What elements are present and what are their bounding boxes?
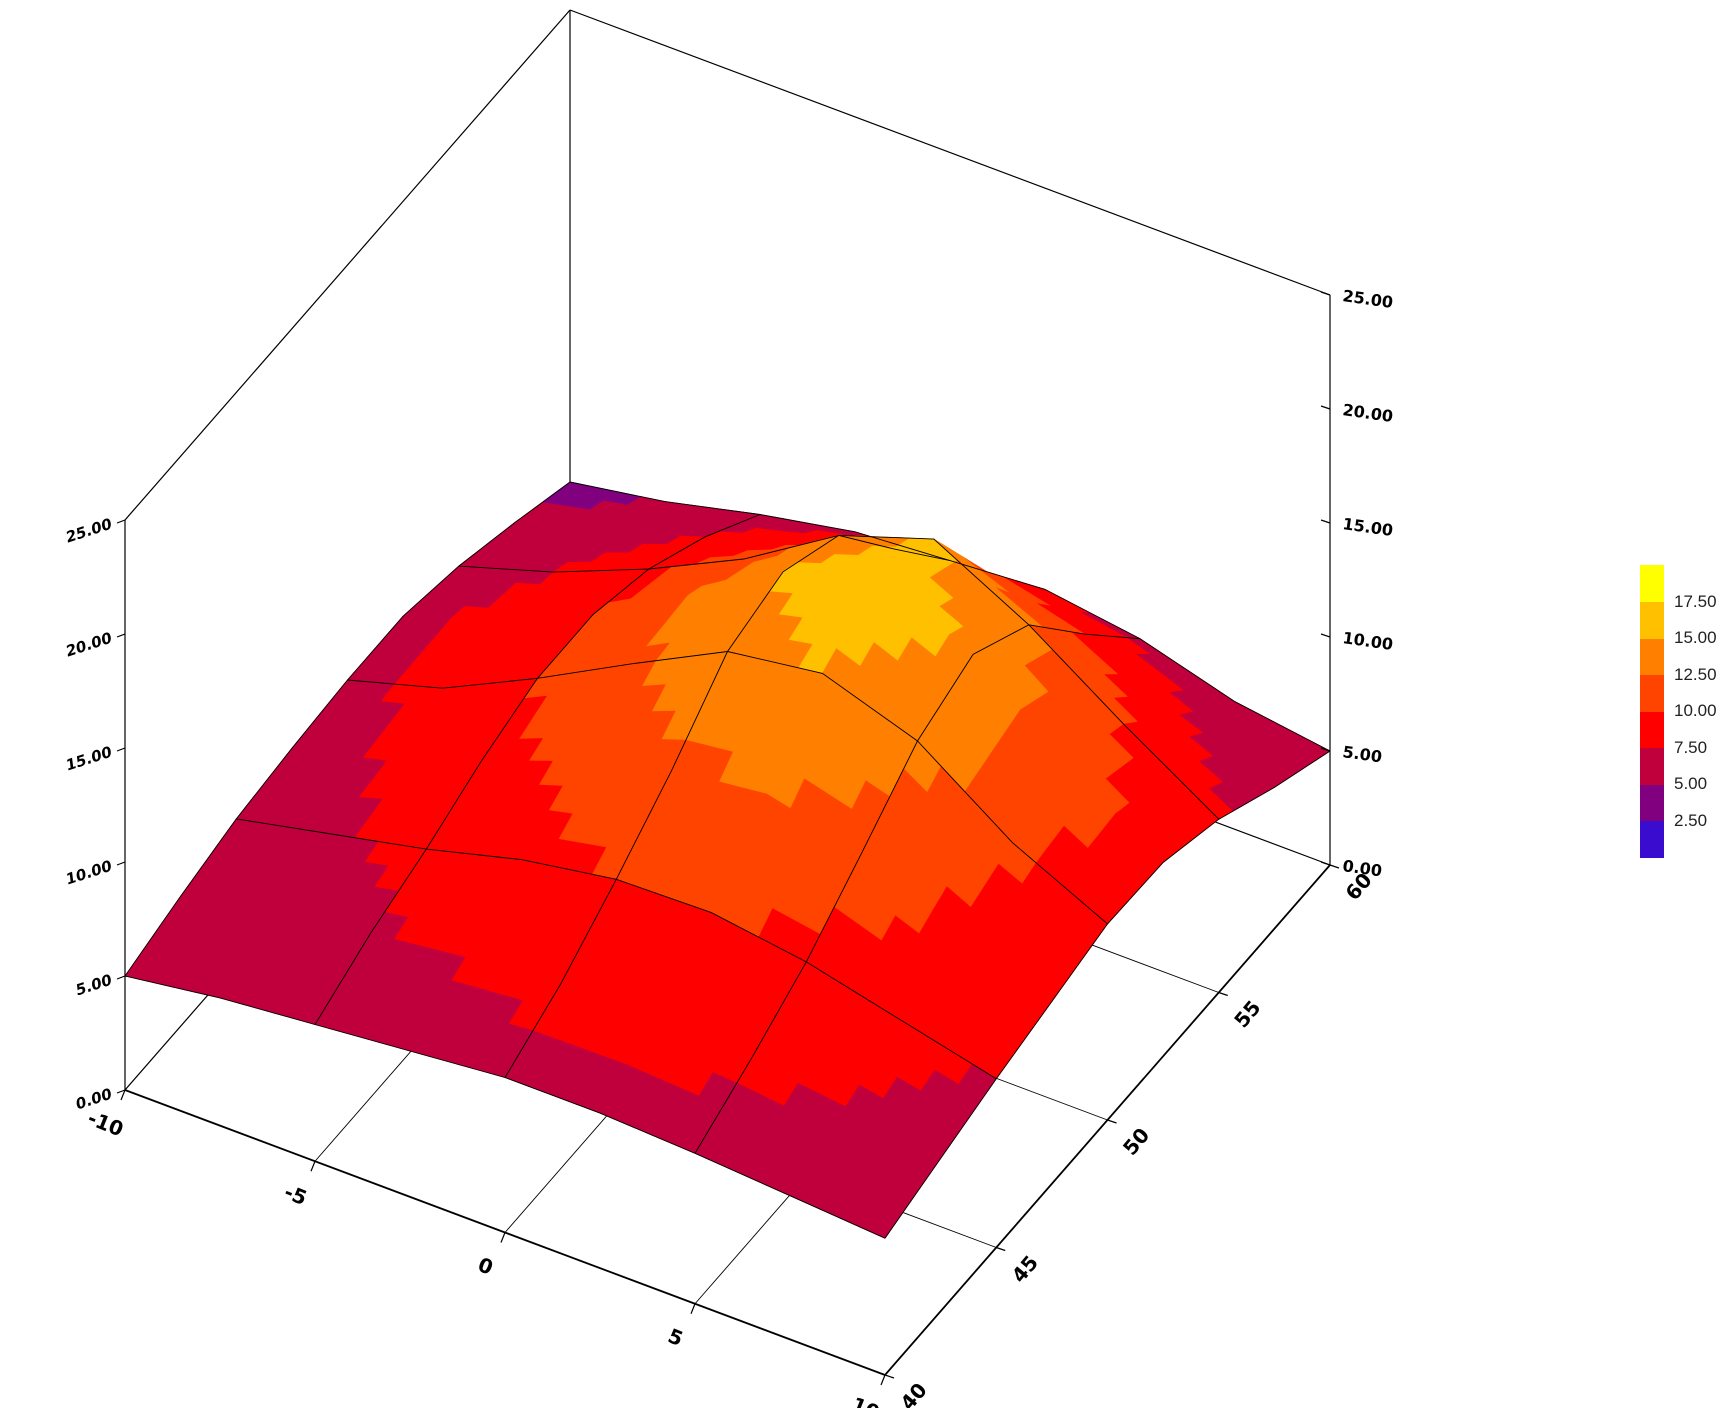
mesh-line-x (884, 750, 1331, 1239)
z-tick-mark-right (1320, 861, 1331, 866)
x-tick-label: 5 (665, 1324, 687, 1351)
z-tick-mark-left (116, 861, 126, 866)
colorbar-swatch (1640, 711, 1664, 748)
x-tick-mark (500, 1232, 506, 1243)
y-tick-mark (1329, 864, 1340, 869)
box-edge-top-back (569, 9, 1331, 296)
z-tick-label-right: 20.00 (1341, 400, 1394, 426)
colorbar-swatch (1640, 601, 1664, 639)
x-tick-label: 0 (475, 1252, 497, 1279)
z-tick-label-right: 15.00 (1341, 514, 1394, 540)
colorbar-swatch (1640, 674, 1664, 712)
x-tick-label: 10 (848, 1392, 883, 1408)
z-tick-mark-right (1320, 747, 1331, 752)
z-tick-mark-left (116, 747, 126, 752)
z-tick-mark-left (116, 633, 126, 638)
colorbar-label: 5.00 (1674, 774, 1708, 793)
colorbar-swatch (1640, 820, 1664, 858)
z-tick-mark-right (1320, 405, 1331, 410)
colorbar-label: 12.50 (1674, 664, 1717, 684)
surface-mesh (124, 481, 1331, 1239)
mesh-line-x (124, 481, 571, 977)
colorbar-label: 10.00 (1674, 701, 1717, 720)
colorbar-legend: 2.50 5.00 7.50 10.00 12.50 15.00 17.50 (1640, 565, 1730, 865)
z-tick-mark-right (1320, 519, 1331, 524)
z-tick-label-left: 15.00 (64, 743, 115, 775)
y-tick-mark (1218, 991, 1228, 997)
y-tick-mark (884, 1374, 895, 1379)
y-tick-mark (996, 1246, 1006, 1252)
colorbar-label: 15.00 (1674, 628, 1717, 647)
y-tick-mark (1107, 1119, 1117, 1124)
x-tick-mark (310, 1161, 316, 1172)
x-tick-mark (120, 1089, 126, 1101)
colorbar-label: 7.50 (1674, 737, 1708, 757)
z-tick-mark-right (1320, 633, 1331, 638)
z-tick-mark-left (116, 1089, 126, 1094)
z-tick-mark-left (116, 519, 126, 524)
z-tick-label-right: 10.00 (1341, 628, 1394, 654)
mesh-line-x (314, 514, 761, 1025)
z-tick-label-left: 5.00 (73, 971, 114, 1000)
z-tick-mark-right (1320, 291, 1331, 296)
x-tick-mark (690, 1303, 696, 1314)
x-tick-label: -10 (84, 1106, 126, 1142)
z-tick-label-left: 25.00 (64, 515, 115, 547)
colorbar (1640, 565, 1664, 858)
z-tick-label-right: 25.00 (1341, 286, 1394, 312)
y-tick-label: 40 (895, 1378, 931, 1408)
z-tick-label-left: 10.00 (64, 857, 115, 889)
colorbar-label: 2.50 (1674, 810, 1708, 830)
box-edge-top-left (124, 9, 571, 521)
z-tick-label-right: 5.00 (1341, 742, 1383, 766)
x-tick-label: -5 (281, 1179, 311, 1210)
y-tick-label: 55 (1229, 996, 1265, 1033)
mesh-line-x (694, 624, 1141, 1154)
z-tick-mark-left (116, 975, 126, 980)
colorbar-swatch (1640, 747, 1664, 785)
z-tick-label-left: 20.00 (64, 629, 115, 661)
x-tick-mark (880, 1374, 886, 1386)
colorbar-swatch (1640, 638, 1664, 675)
y-tick-label: 45 (1007, 1251, 1043, 1288)
z-tick-label-right: 0.00 (1341, 856, 1383, 880)
colorbar-label: 17.50 (1674, 591, 1717, 611)
mesh-line-x (504, 534, 951, 1078)
y-tick-label: 50 (1118, 1123, 1154, 1160)
colorbar-swatch (1640, 784, 1664, 821)
colorbar-swatch (1640, 565, 1664, 602)
